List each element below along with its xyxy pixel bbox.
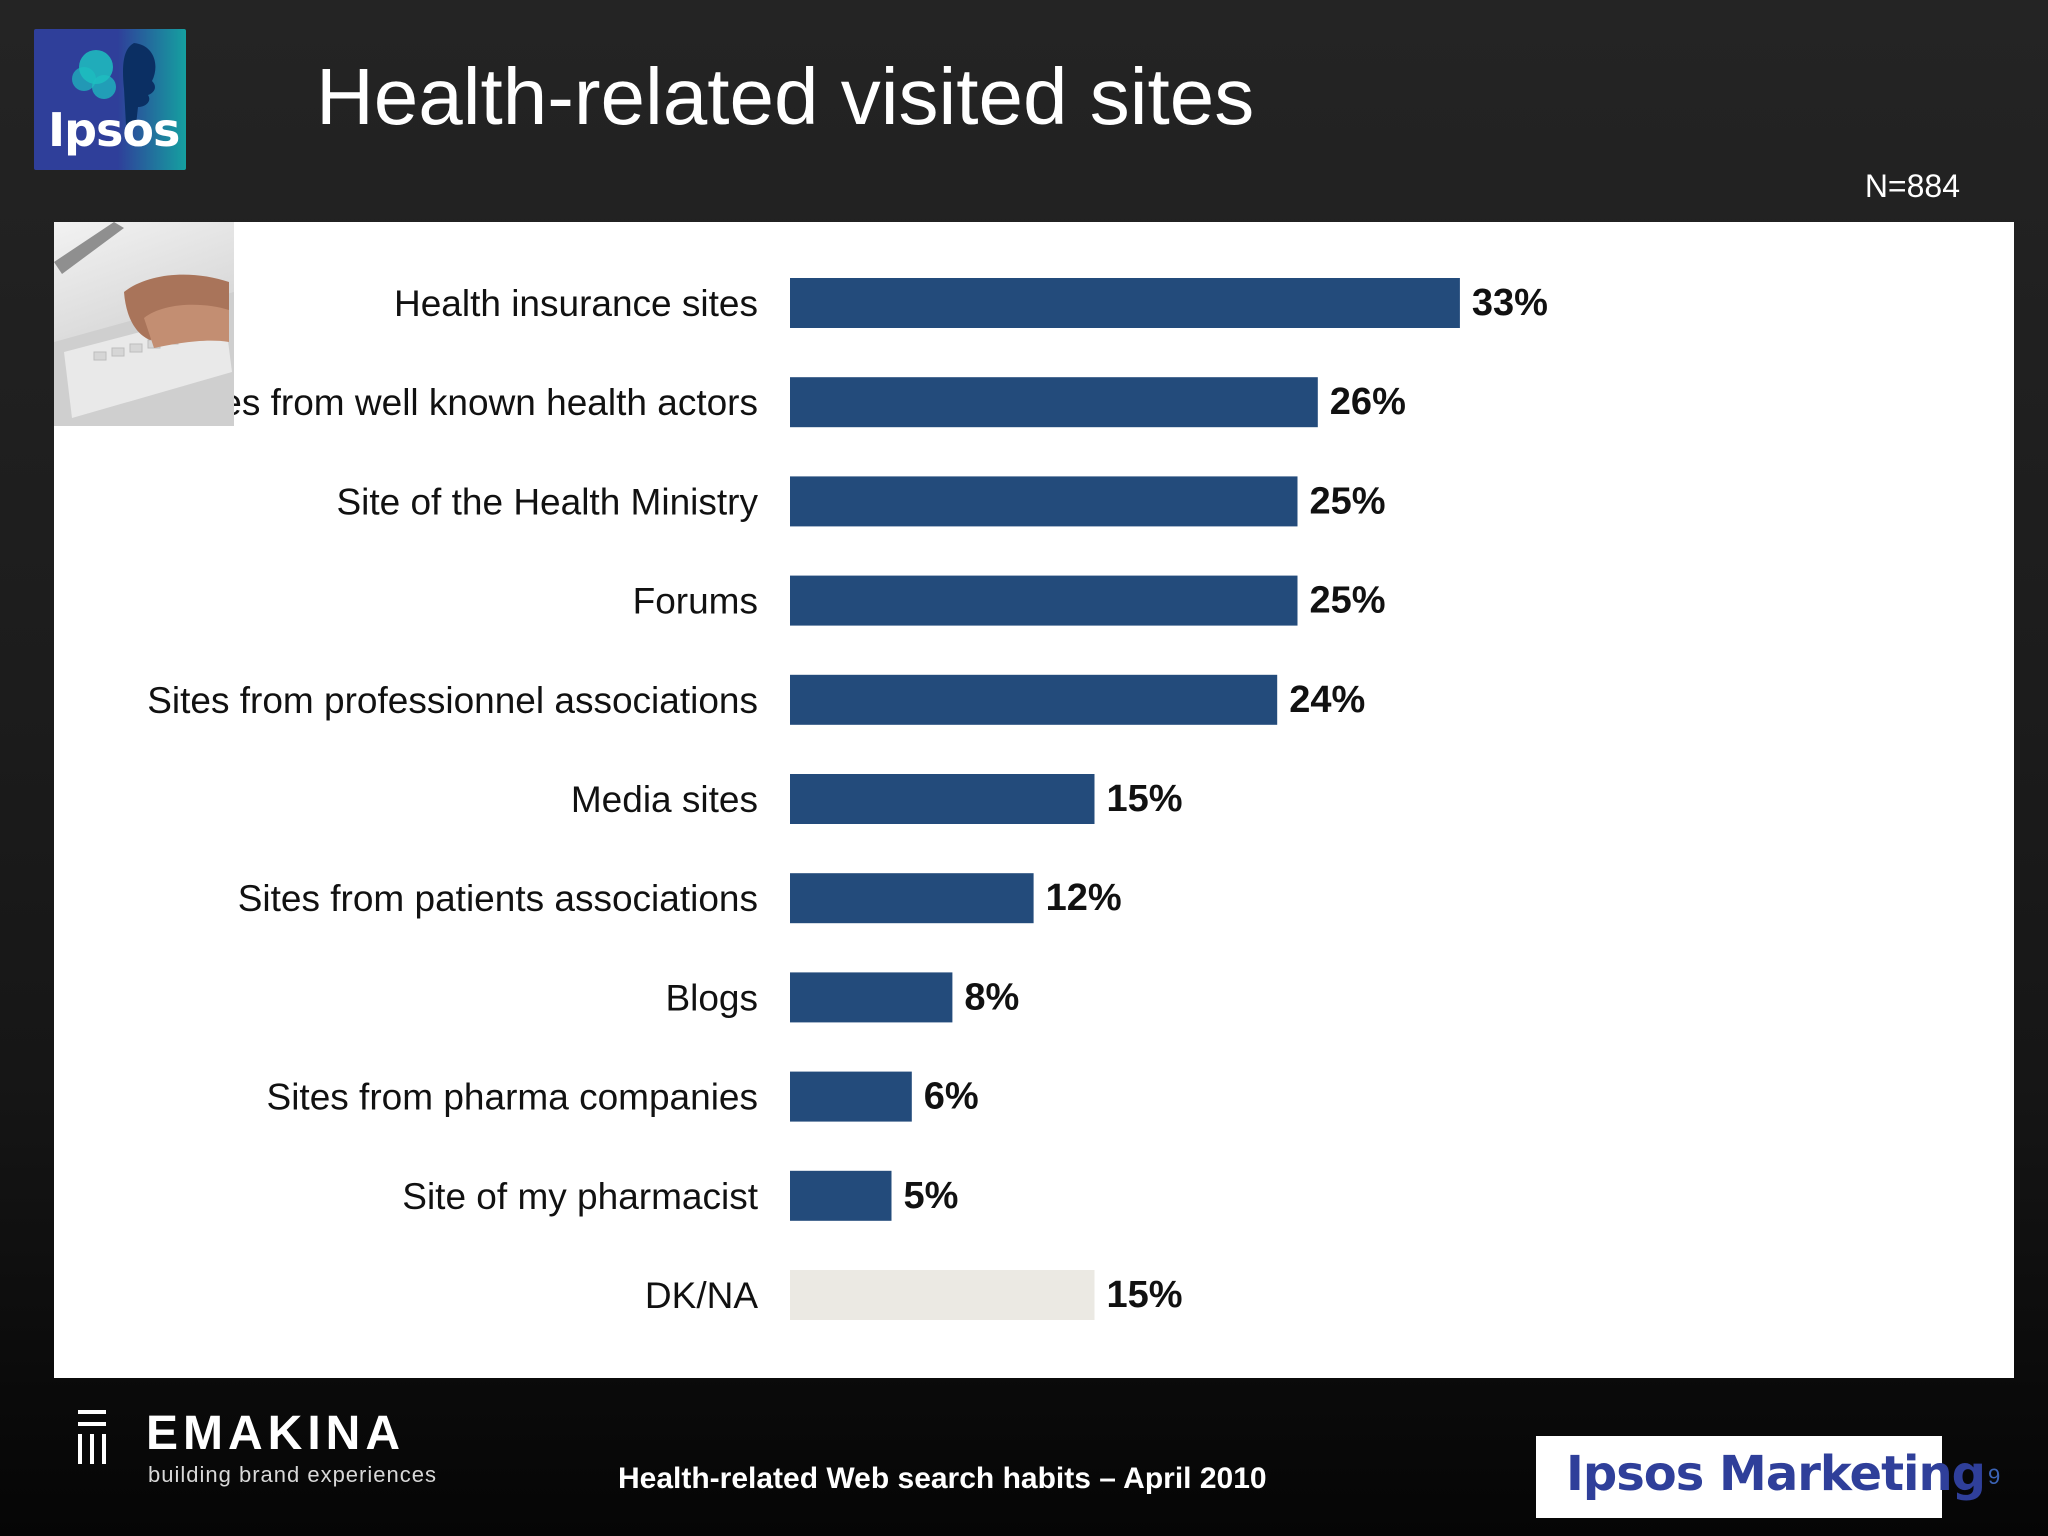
bar: [790, 1170, 892, 1221]
value-label: 8%: [964, 976, 1019, 1018]
value-label: 26%: [1330, 381, 1406, 423]
emakina-tagline: building brand experiences: [148, 1462, 437, 1487]
bar: [790, 377, 1318, 428]
category-label: Forums: [633, 581, 758, 622]
ipsos-marketing-text: Ipsos Marketing: [1566, 1446, 1986, 1502]
emakina-bars-icon: [78, 1410, 108, 1472]
footer-title: Health-related Web search habits – April…: [618, 1462, 1267, 1495]
category-label: Sites from pharma companies: [267, 1077, 758, 1118]
value-label: 24%: [1289, 679, 1365, 721]
category-label: Health insurance sites: [394, 283, 758, 324]
laptop-photo: [54, 222, 234, 426]
bar: [790, 972, 953, 1023]
head-silhouette-icon: [72, 43, 156, 125]
bar: [790, 873, 1034, 924]
value-label: 33%: [1472, 282, 1548, 324]
value-label: 12%: [1046, 877, 1122, 919]
bar: [790, 1071, 912, 1122]
emakina-brand: EMAKINA building brand experiences: [78, 1407, 458, 1490]
category-label: Sites from patients associations: [238, 878, 758, 919]
value-label: 15%: [1107, 778, 1183, 820]
value-label: 6%: [924, 1076, 979, 1118]
page-number: 9: [1988, 1464, 2001, 1489]
value-label: 25%: [1310, 580, 1386, 622]
category-label: Site of the Health Ministry: [336, 481, 758, 522]
ipsos-logo: Ipsos: [34, 29, 186, 170]
value-label: 15%: [1107, 1274, 1183, 1316]
ipsos-marketing-logo: Ipsos Marketing: [1536, 1436, 1986, 1518]
bar: [790, 774, 1095, 824]
bar: [790, 1270, 1095, 1320]
category-label: Media sites: [571, 779, 758, 820]
logo-text: Ipsos: [48, 103, 180, 157]
category-label: Sites from well known health actors: [178, 382, 758, 423]
bar: [790, 476, 1298, 527]
sample-size-label: N=884: [1864, 168, 1960, 204]
value-label: 25%: [1310, 480, 1386, 522]
value-label: 5%: [904, 1175, 959, 1217]
bar: [790, 278, 1460, 328]
category-label: Blogs: [665, 977, 758, 1018]
bar: [790, 674, 1278, 725]
category-label: DK/NA: [645, 1275, 758, 1316]
category-label: Site of my pharmacist: [402, 1176, 758, 1217]
category-label: Sites from professionnel associations: [147, 680, 758, 721]
bar: [790, 575, 1298, 626]
page-title: Health-related visited sites: [316, 52, 1255, 141]
emakina-name: EMAKINA: [146, 1407, 405, 1460]
